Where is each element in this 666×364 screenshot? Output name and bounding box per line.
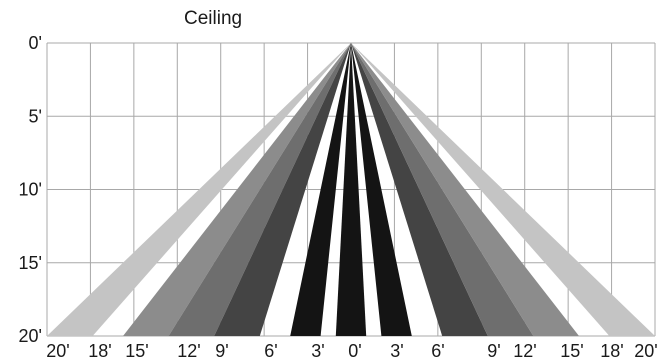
y-axis-label: 15' [19,253,42,273]
x-axis-label: 6' [264,341,277,361]
x-axis-labels: 20' 18' 15' 12' 9' 6' 3' 0' 3' 6' 9' 12' 15' 18' 20' [46,341,657,361]
beam-wedge [214,43,351,336]
beam-pattern [47,43,655,336]
beam-wedge [168,43,351,336]
x-axis-label: 18' [88,341,111,361]
beam-wedge [351,43,412,336]
beam-wedge [351,43,655,336]
ceiling-title: Ceiling [184,8,242,29]
beam-wedge [123,43,351,336]
x-axis-label: 15' [125,341,148,361]
beam-wedge [351,43,579,336]
x-axis-label: 9' [487,341,500,361]
y-axis-label: 0' [29,33,42,53]
x-axis-label: 9' [215,341,228,361]
beam-wedge [290,43,351,336]
x-axis-label: 6' [431,341,444,361]
x-axis-label: 20' [634,341,657,361]
x-axis-label: 3' [390,341,403,361]
x-axis-label: 3' [311,341,324,361]
y-axis-label: 5' [29,106,42,126]
y-axis-labels: 0' 5' 10' 15' 20' [19,33,42,346]
x-axis-label: 12' [513,341,536,361]
y-axis-label: 10' [19,180,42,200]
x-axis-label: 12' [177,341,200,361]
x-axis-label: 15' [560,341,583,361]
x-axis-label: 18' [600,341,623,361]
x-axis-label: 0' [348,341,361,361]
beam-wedge [335,43,367,336]
x-axis-label: 20' [46,341,69,361]
beam-wedge [47,43,351,336]
y-axis-label: 20' [19,326,42,346]
